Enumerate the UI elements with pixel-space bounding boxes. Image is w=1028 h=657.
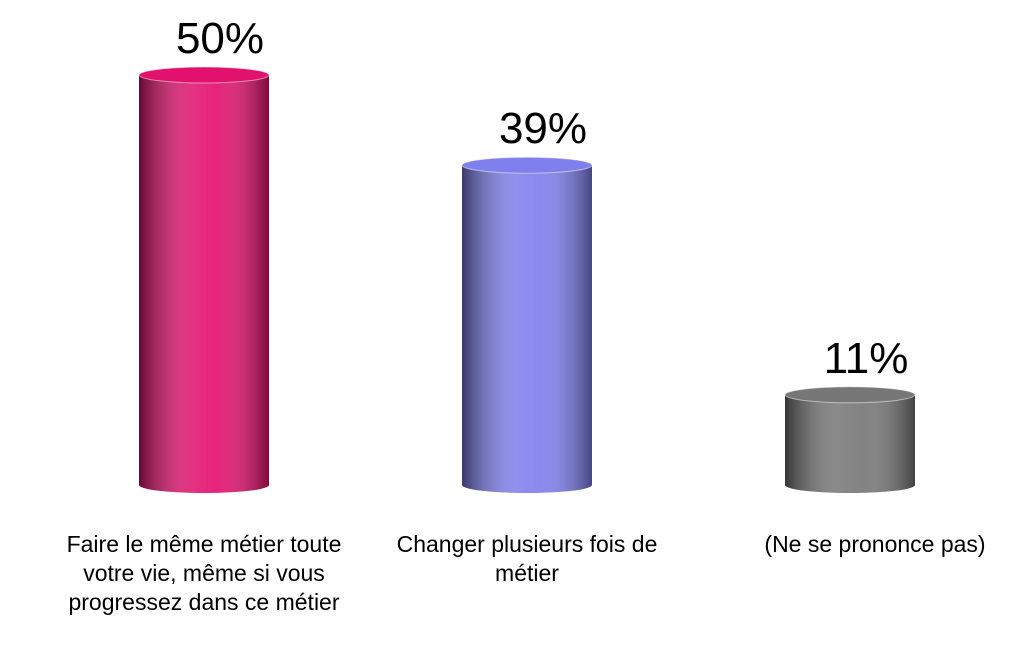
category-label: Changer plusieurs fois de métier [396,531,658,586]
bar-shading [139,75,269,493]
value-label: 11% [824,334,909,383]
category-label: (Ne se prononce pas) [764,531,986,557]
bar-top [461,156,593,174]
bar-shading [785,394,915,493]
category-label: Faire le même métier toute votre vie, mê… [66,531,342,615]
bar-shading [462,165,592,493]
value-label: 39% [499,104,587,153]
bar-top [784,386,916,404]
value-label: 50% [176,14,264,63]
bar-top [138,66,270,84]
